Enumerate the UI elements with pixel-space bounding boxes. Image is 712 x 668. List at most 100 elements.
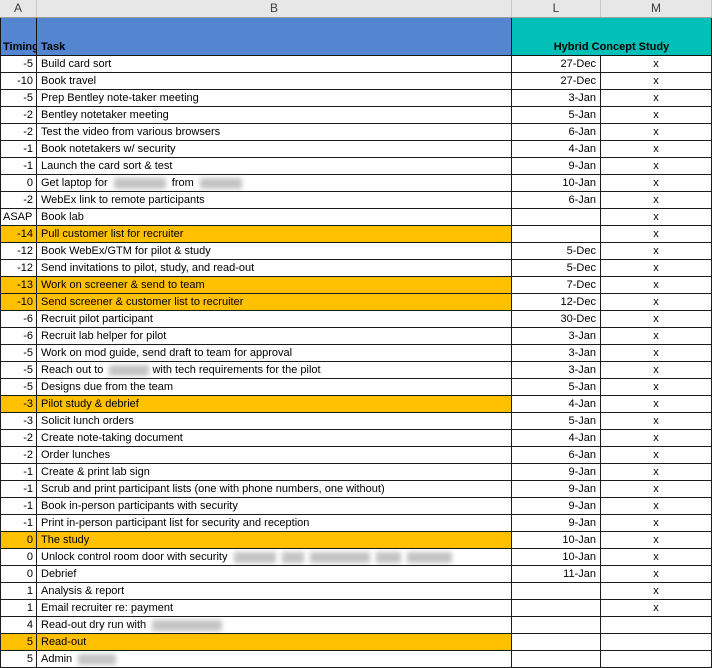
- timing-cell[interactable]: 0: [0, 532, 37, 549]
- task-cell[interactable]: Book lab: [37, 209, 512, 226]
- date-cell[interactable]: [512, 617, 601, 634]
- mark-cell[interactable]: x: [601, 90, 712, 107]
- timing-cell[interactable]: -2: [0, 430, 37, 447]
- date-cell[interactable]: 4-Jan: [512, 430, 601, 447]
- date-cell[interactable]: 3-Jan: [512, 328, 601, 345]
- timing-cell[interactable]: -5: [0, 379, 37, 396]
- date-cell[interactable]: 4-Jan: [512, 141, 601, 158]
- mark-cell[interactable]: x: [601, 583, 712, 600]
- timing-cell[interactable]: -1: [0, 158, 37, 175]
- column-header-a[interactable]: A: [0, 0, 37, 17]
- task-cell[interactable]: Unlock control room door with security: [37, 549, 512, 566]
- date-cell[interactable]: 5-Jan: [512, 379, 601, 396]
- mark-cell[interactable]: x: [601, 515, 712, 532]
- mark-cell[interactable]: x: [601, 141, 712, 158]
- timing-header-cell[interactable]: Timing: [0, 18, 39, 56]
- date-cell[interactable]: 5-Jan: [512, 107, 601, 124]
- mark-cell[interactable]: x: [601, 464, 712, 481]
- date-cell[interactable]: 9-Jan: [512, 464, 601, 481]
- date-cell[interactable]: 5-Jan: [512, 413, 601, 430]
- task-cell[interactable]: Read-out: [37, 634, 512, 651]
- mark-cell[interactable]: x: [601, 345, 712, 362]
- task-cell[interactable]: Debrief: [37, 566, 512, 583]
- task-cell[interactable]: Reach out to with tech requirements for …: [37, 362, 512, 379]
- timing-cell[interactable]: -12: [0, 260, 37, 277]
- mark-cell[interactable]: x: [601, 56, 712, 73]
- timing-cell[interactable]: -6: [0, 328, 37, 345]
- timing-cell[interactable]: -10: [0, 294, 37, 311]
- timing-cell[interactable]: -3: [0, 396, 37, 413]
- timing-cell[interactable]: ASAP: [0, 209, 37, 226]
- date-cell[interactable]: 10-Jan: [512, 532, 601, 549]
- timing-cell[interactable]: -2: [0, 124, 37, 141]
- date-cell[interactable]: 9-Jan: [512, 481, 601, 498]
- timing-cell[interactable]: -5: [0, 90, 37, 107]
- mark-cell[interactable]: x: [601, 566, 712, 583]
- date-cell[interactable]: [512, 600, 601, 617]
- timing-cell[interactable]: -1: [0, 464, 37, 481]
- timing-cell[interactable]: -2: [0, 192, 37, 209]
- mark-cell[interactable]: x: [601, 430, 712, 447]
- timing-cell[interactable]: 0: [0, 549, 37, 566]
- task-cell[interactable]: Book travel: [37, 73, 512, 90]
- task-cell[interactable]: Work on screener & send to team: [37, 277, 512, 294]
- study-header-cell[interactable]: Hybrid Concept Study: [512, 18, 712, 56]
- task-cell[interactable]: Pull customer list for recruiter: [37, 226, 512, 243]
- mark-cell[interactable]: x: [601, 73, 712, 90]
- task-cell[interactable]: Book WebEx/GTM for pilot & study: [37, 243, 512, 260]
- timing-cell[interactable]: -1: [0, 498, 37, 515]
- mark-cell[interactable]: x: [601, 498, 712, 515]
- task-cell[interactable]: Build card sort: [37, 56, 512, 73]
- timing-cell[interactable]: 5: [0, 634, 37, 651]
- mark-cell[interactable]: x: [601, 226, 712, 243]
- task-cell[interactable]: Bentley notetaker meeting: [37, 107, 512, 124]
- timing-cell[interactable]: 5: [0, 651, 37, 668]
- task-cell[interactable]: Send invitations to pilot, study, and re…: [37, 260, 512, 277]
- task-cell[interactable]: Order lunches: [37, 447, 512, 464]
- mark-cell[interactable]: x: [601, 124, 712, 141]
- timing-cell[interactable]: -3: [0, 413, 37, 430]
- date-cell[interactable]: 3-Jan: [512, 345, 601, 362]
- task-cell[interactable]: Print in-person participant list for sec…: [37, 515, 512, 532]
- mark-cell[interactable]: x: [601, 396, 712, 413]
- task-cell[interactable]: Email recruiter re: payment: [37, 600, 512, 617]
- timing-cell[interactable]: -5: [0, 362, 37, 379]
- task-cell[interactable]: WebEx link to remote participants: [37, 192, 512, 209]
- mark-cell[interactable]: [601, 617, 712, 634]
- date-cell[interactable]: 9-Jan: [512, 515, 601, 532]
- mark-cell[interactable]: x: [601, 243, 712, 260]
- mark-cell[interactable]: x: [601, 447, 712, 464]
- task-cell[interactable]: Prep Bentley note-taker meeting: [37, 90, 512, 107]
- task-cell[interactable]: Read-out dry run with: [37, 617, 512, 634]
- mark-cell[interactable]: x: [601, 379, 712, 396]
- mark-cell[interactable]: x: [601, 532, 712, 549]
- task-cell[interactable]: Launch the card sort & test: [37, 158, 512, 175]
- task-cell[interactable]: Designs due from the team: [37, 379, 512, 396]
- timing-cell[interactable]: 1: [0, 583, 37, 600]
- timing-cell[interactable]: -13: [0, 277, 37, 294]
- timing-cell[interactable]: -2: [0, 107, 37, 124]
- task-header-cell[interactable]: Task: [37, 18, 512, 56]
- date-cell[interactable]: 10-Jan: [512, 175, 601, 192]
- task-cell[interactable]: Solicit lunch orders: [37, 413, 512, 430]
- timing-cell[interactable]: -1: [0, 481, 37, 498]
- date-cell[interactable]: 6-Jan: [512, 124, 601, 141]
- date-cell[interactable]: 4-Jan: [512, 396, 601, 413]
- timing-cell[interactable]: 0: [0, 566, 37, 583]
- column-header-m[interactable]: M: [601, 0, 712, 17]
- date-cell[interactable]: 5-Dec: [512, 260, 601, 277]
- mark-cell[interactable]: [601, 651, 712, 668]
- mark-cell[interactable]: x: [601, 209, 712, 226]
- date-cell[interactable]: [512, 651, 601, 668]
- mark-cell[interactable]: x: [601, 158, 712, 175]
- timing-cell[interactable]: -1: [0, 141, 37, 158]
- timing-cell[interactable]: -1: [0, 515, 37, 532]
- task-cell[interactable]: Create note-taking document: [37, 430, 512, 447]
- date-cell[interactable]: 27-Dec: [512, 56, 601, 73]
- date-cell[interactable]: 27-Dec: [512, 73, 601, 90]
- timing-cell[interactable]: -14: [0, 226, 37, 243]
- mark-cell[interactable]: x: [601, 600, 712, 617]
- task-cell[interactable]: Admin: [37, 651, 512, 668]
- date-cell[interactable]: 10-Jan: [512, 549, 601, 566]
- task-cell[interactable]: Get laptop for from: [37, 175, 512, 192]
